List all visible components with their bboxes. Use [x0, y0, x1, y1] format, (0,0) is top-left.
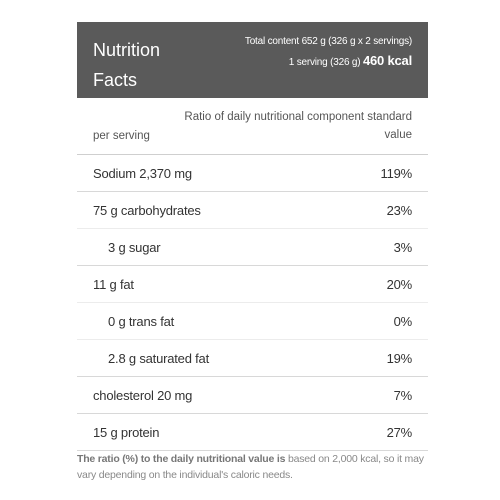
column-headers: per serving Ratio of daily nutritional c… — [77, 98, 428, 155]
nutrient: 3 g sugar — [108, 239, 161, 255]
ratio: 0% — [393, 313, 413, 329]
serving: 1 serving (326 g) — [288, 57, 361, 68]
column-left: per serving — [93, 130, 150, 142]
calories: 460 kcal — [362, 53, 412, 68]
nutrient: 2.8 g saturated fat — [108, 350, 209, 366]
table-row: 2.8 g saturated fat 19% — [77, 340, 428, 377]
title: Nutrition Facts — [93, 40, 161, 90]
ratio: 19% — [386, 350, 413, 366]
footnote: The ratio (%) to the daily nutritional v… — [77, 451, 427, 483]
ratio: 3% — [393, 239, 413, 255]
table-row: 11 g fat 20% — [77, 266, 428, 303]
table-row: 0 g trans fat 0% — [77, 303, 428, 340]
serving-info: Total content 652 g (326 g x 2 servings)… — [245, 32, 412, 72]
ratio: 27% — [386, 424, 413, 440]
table-row: Sodium 2,370 mg 119% — [77, 155, 428, 192]
nutrient: 0 g trans fat — [108, 313, 175, 329]
nutrient: 11 g fat — [93, 276, 134, 292]
nutrient: cholesterol 20 mg — [93, 387, 193, 403]
table-row: 75 g carbohydrates 23% — [77, 192, 428, 229]
serving-line: 1 serving (326 g) 460 kcal — [245, 51, 412, 72]
total-content: Total content 652 g (326 g x 2 servings) — [244, 36, 412, 47]
nutrient: 15 g protein — [93, 424, 160, 440]
nutrient: 75 g carbohydrates — [93, 202, 201, 218]
ratio: 7% — [393, 387, 413, 403]
footnote-bold: The ratio (%) to the daily nutritional v… — [77, 453, 286, 465]
column-right: Ratio of daily nutritional component sta… — [184, 111, 412, 141]
table-row: cholesterol 20 mg 7% — [77, 377, 428, 414]
ratio: 20% — [386, 276, 413, 292]
panel-header: Nutrition Facts Total content 652 g (326… — [77, 22, 428, 98]
nutrient: Sodium 2,370 mg — [93, 165, 192, 181]
footnote-text: based on 2,000 kcal, so it may vary depe… — [77, 453, 424, 481]
table-row: 3 g sugar 3% — [77, 229, 428, 266]
ratio: 119% — [380, 165, 413, 181]
table-row: 15 g protein 27% — [77, 414, 428, 451]
nutrition-panel: Nutrition Facts Total content 652 g (326… — [77, 22, 428, 451]
ratio: 23% — [386, 202, 413, 218]
